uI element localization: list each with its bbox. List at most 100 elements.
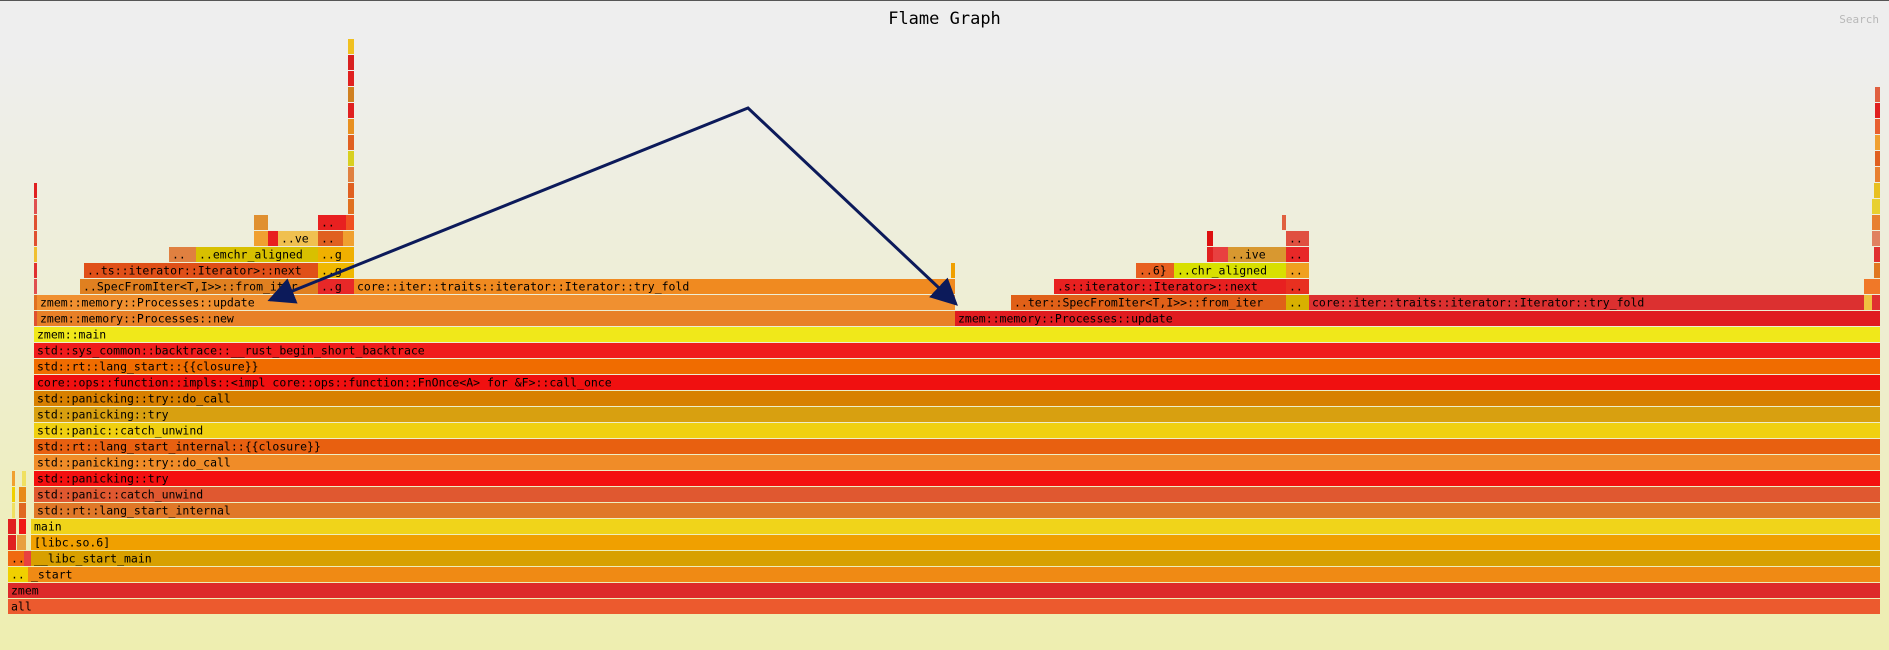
frame-bar[interactable]: [84, 263, 318, 278]
flame-frame[interactable]: [1874, 263, 1880, 278]
frame-bar[interactable]: [348, 167, 354, 182]
frame-bar[interactable]: [1286, 247, 1309, 262]
flame-frame[interactable]: [1207, 231, 1213, 246]
frame-bar[interactable]: [348, 103, 354, 118]
frame-bar[interactable]: [348, 135, 354, 150]
frame-bar[interactable]: [318, 263, 354, 278]
flame-frame[interactable]: [libc.so.6]: [31, 535, 1880, 550]
frame-bar[interactable]: [1874, 263, 1880, 278]
flame-frame[interactable]: ..6}: [1136, 263, 1174, 278]
frame-bar[interactable]: [34, 423, 1880, 438]
flame-frame[interactable]: [12, 487, 15, 502]
flame-frame[interactable]: [1874, 247, 1880, 262]
flame-frame[interactable]: ..: [1286, 263, 1309, 278]
frame-bar[interactable]: [19, 503, 26, 518]
flame-frame[interactable]: [34, 199, 37, 214]
flame-frame[interactable]: ..: [318, 231, 343, 246]
frame-bar[interactable]: [318, 247, 354, 262]
frame-bar[interactable]: [951, 263, 955, 278]
frame-bar[interactable]: [1282, 215, 1286, 230]
flame-frame[interactable]: [8, 519, 16, 534]
frame-bar[interactable]: [1228, 247, 1286, 262]
frame-bar[interactable]: [34, 487, 1880, 502]
flame-frame[interactable]: ..SpecFromIter<T,I>>::from_iter: [80, 279, 318, 294]
frame-bar[interactable]: [8, 583, 1880, 598]
frame-bar[interactable]: [1875, 87, 1880, 102]
flame-frame[interactable]: [8, 535, 16, 550]
frame-bar[interactable]: [1207, 231, 1213, 246]
frame-bar[interactable]: [354, 279, 955, 294]
frame-bar[interactable]: [1864, 279, 1880, 294]
frame-bar[interactable]: [34, 391, 1880, 406]
flame-frame[interactable]: zmem::memory::Processes::new: [37, 311, 955, 326]
flame-frame[interactable]: [17, 535, 26, 550]
flame-frame[interactable]: [1872, 215, 1880, 230]
flame-frame[interactable]: .s::iterator::Iterator>::next: [1054, 279, 1286, 294]
frame-bar[interactable]: [34, 503, 1880, 518]
frame-bar[interactable]: [8, 567, 28, 582]
frame-bar[interactable]: [34, 231, 37, 246]
flame-frame[interactable]: core::ops::function::impls::<impl core::…: [34, 375, 1880, 390]
frame-bar[interactable]: [19, 487, 26, 502]
flame-frame[interactable]: core::iter::traits::iterator::Iterator::…: [354, 279, 955, 294]
frame-bar[interactable]: [1286, 231, 1309, 246]
frame-bar[interactable]: [348, 55, 354, 70]
frame-bar[interactable]: [34, 199, 37, 214]
frame-bar[interactable]: [343, 231, 354, 246]
flame-frame[interactable]: [34, 247, 37, 262]
frame-bar[interactable]: [346, 215, 354, 230]
flame-frame[interactable]: std::panicking::try: [34, 471, 1880, 486]
flame-frame[interactable]: [12, 503, 15, 518]
flame-frame[interactable]: [348, 87, 354, 102]
flame-frame[interactable]: zmem::memory::Processes::update: [37, 295, 955, 310]
frame-bar[interactable]: [34, 311, 37, 326]
frame-bar[interactable]: [1872, 295, 1880, 310]
flame-frame[interactable]: ..ive: [1228, 247, 1286, 262]
frame-bar[interactable]: [348, 39, 354, 54]
frame-bar[interactable]: [31, 551, 1880, 566]
frame-bar[interactable]: [31, 535, 1880, 550]
flame-frame[interactable]: ..ter::SpecFromIter<T,I>>::from_iter: [1011, 295, 1286, 310]
frame-bar[interactable]: [34, 183, 37, 198]
flame-frame[interactable]: [1207, 247, 1213, 262]
frame-bar[interactable]: [12, 503, 15, 518]
frame-bar[interactable]: [24, 551, 31, 566]
flame-frame[interactable]: [19, 519, 26, 534]
flame-frame[interactable]: [348, 167, 354, 182]
flame-frame[interactable]: zmem::memory::Processes::update: [955, 311, 1880, 326]
frame-bar[interactable]: [12, 471, 15, 486]
frame-bar[interactable]: [254, 215, 268, 230]
flame-frame[interactable]: [348, 103, 354, 118]
frame-bar[interactable]: [1213, 247, 1228, 262]
flame-frame[interactable]: [1875, 135, 1880, 150]
flame-frame[interactable]: [254, 215, 268, 230]
flame-frame[interactable]: ..chr_aligned: [1174, 263, 1286, 278]
flame-frame[interactable]: ..: [318, 215, 346, 230]
flame-frame[interactable]: [348, 135, 354, 150]
flame-frame[interactable]: std::sys_common::backtrace::__rust_begin…: [34, 343, 1880, 358]
flame-frame[interactable]: [34, 295, 37, 310]
frame-bar[interactable]: [34, 215, 37, 230]
frame-bar[interactable]: [80, 279, 318, 294]
flame-frame[interactable]: ..: [1286, 231, 1309, 246]
flame-frame[interactable]: all: [8, 599, 1880, 614]
flame-frame[interactable]: [1875, 167, 1880, 182]
frame-bar[interactable]: [31, 519, 1880, 534]
flame-frame[interactable]: ..g: [318, 247, 354, 262]
frame-bar[interactable]: [37, 295, 955, 310]
frame-bar[interactable]: [348, 87, 354, 102]
frame-bar[interactable]: [348, 151, 354, 166]
frame-bar[interactable]: [1872, 215, 1880, 230]
flame-frame[interactable]: [1282, 215, 1286, 230]
frame-bar[interactable]: [12, 487, 15, 502]
flame-frame[interactable]: [951, 263, 955, 278]
frame-bar[interactable]: [8, 535, 16, 550]
frame-bar[interactable]: [34, 407, 1880, 422]
frame-bar[interactable]: [34, 359, 1880, 374]
flame-frame[interactable]: [12, 471, 15, 486]
frame-bar[interactable]: [254, 231, 268, 246]
frame-bar[interactable]: [34, 327, 1880, 342]
flame-frame[interactable]: zmem: [8, 583, 1880, 598]
flame-frame[interactable]: [1872, 295, 1880, 310]
frame-bar[interactable]: [8, 551, 24, 566]
